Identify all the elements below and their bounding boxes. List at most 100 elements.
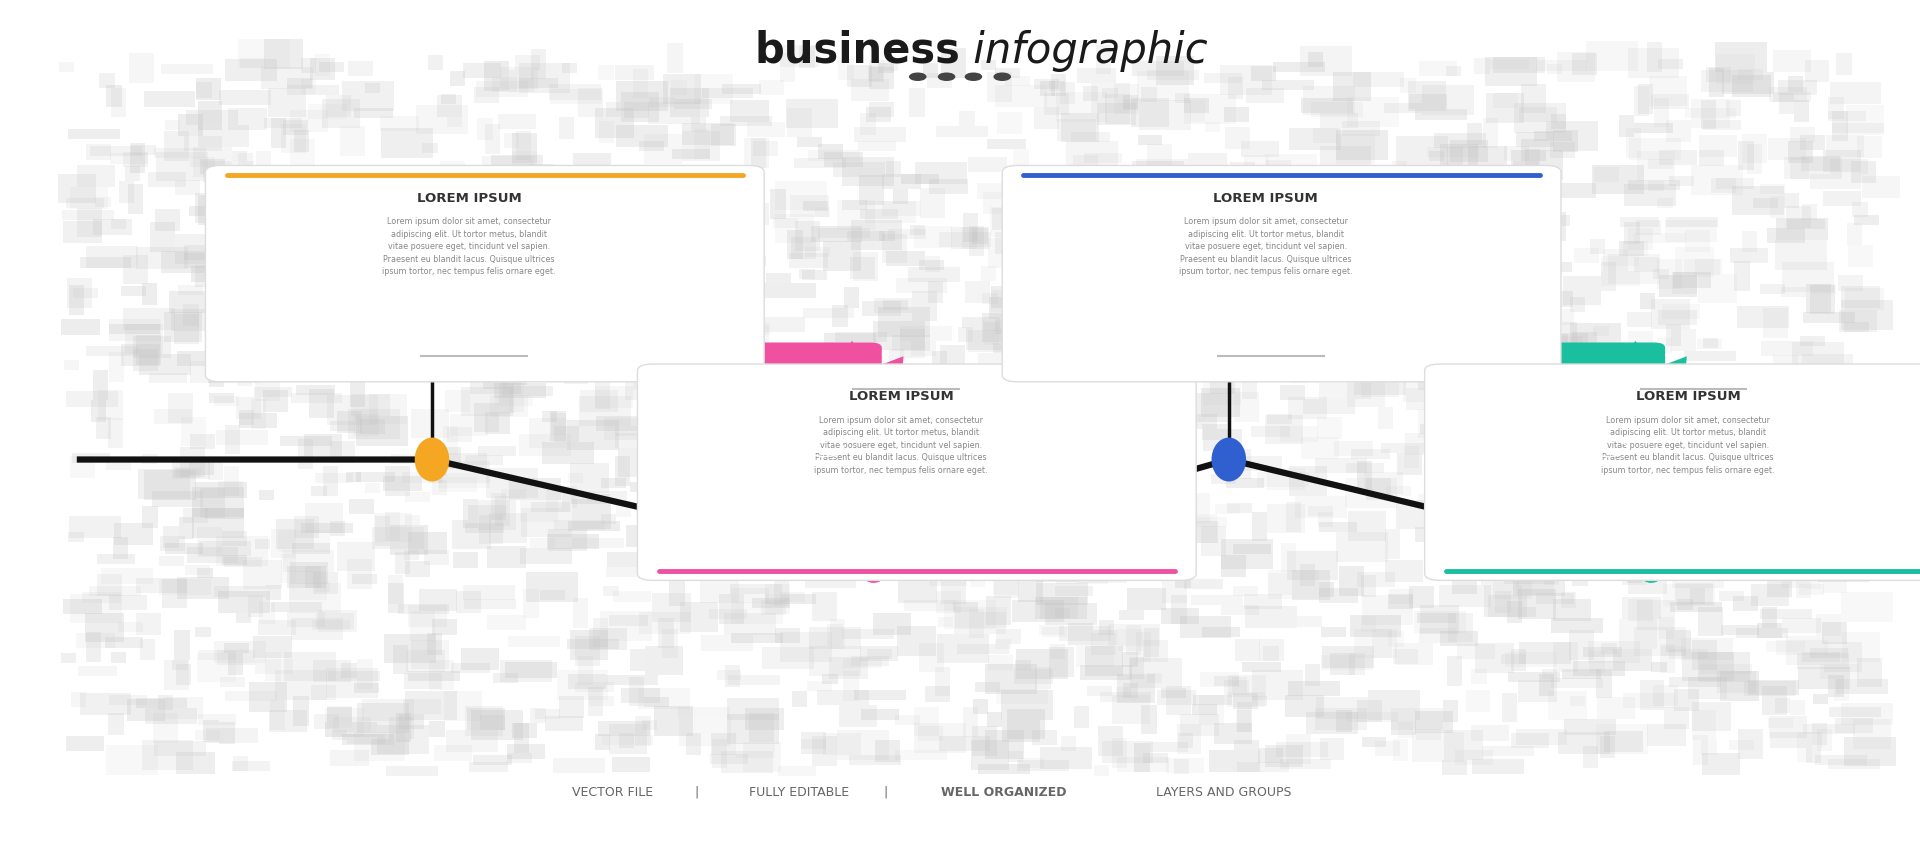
FancyBboxPatch shape [465,283,503,305]
FancyBboxPatch shape [1267,571,1319,600]
FancyBboxPatch shape [597,254,649,269]
FancyBboxPatch shape [482,157,534,167]
FancyBboxPatch shape [601,479,626,489]
FancyBboxPatch shape [326,396,378,425]
FancyBboxPatch shape [1521,542,1536,552]
FancyBboxPatch shape [1236,702,1252,732]
FancyBboxPatch shape [1841,703,1893,725]
FancyBboxPatch shape [1551,679,1603,689]
FancyBboxPatch shape [666,476,691,486]
Text: Lorem ipsum dolor sit amet, consectetur
adipiscing elit. Ut tortor metus, blandi: Lorem ipsum dolor sit amet, consectetur … [1601,415,1774,474]
FancyBboxPatch shape [1396,138,1448,167]
FancyBboxPatch shape [294,696,309,726]
FancyBboxPatch shape [682,132,720,161]
FancyBboxPatch shape [1795,497,1811,512]
FancyBboxPatch shape [1054,259,1069,269]
FancyBboxPatch shape [184,246,223,261]
FancyBboxPatch shape [1350,615,1402,637]
FancyBboxPatch shape [1421,309,1459,331]
FancyBboxPatch shape [716,670,741,680]
FancyBboxPatch shape [1137,214,1162,244]
FancyBboxPatch shape [849,444,864,466]
FancyBboxPatch shape [695,392,720,421]
FancyBboxPatch shape [142,284,157,306]
FancyBboxPatch shape [1094,766,1110,776]
FancyBboxPatch shape [253,636,292,658]
FancyBboxPatch shape [228,109,267,131]
FancyBboxPatch shape [1213,676,1238,686]
FancyBboxPatch shape [1071,133,1110,143]
FancyBboxPatch shape [1012,601,1064,623]
FancyBboxPatch shape [925,533,964,555]
FancyBboxPatch shape [1037,437,1052,452]
FancyBboxPatch shape [676,274,714,289]
FancyBboxPatch shape [1720,625,1759,636]
FancyBboxPatch shape [1834,679,1849,701]
FancyBboxPatch shape [453,553,478,568]
FancyBboxPatch shape [1146,674,1162,684]
FancyBboxPatch shape [691,456,743,485]
FancyBboxPatch shape [1563,669,1601,679]
FancyBboxPatch shape [718,423,770,445]
FancyBboxPatch shape [1417,613,1455,623]
FancyBboxPatch shape [154,741,205,756]
FancyBboxPatch shape [1361,376,1400,398]
FancyBboxPatch shape [1313,219,1352,229]
FancyBboxPatch shape [1549,333,1588,363]
FancyBboxPatch shape [157,695,173,710]
FancyBboxPatch shape [612,592,651,602]
FancyBboxPatch shape [1795,502,1811,512]
FancyBboxPatch shape [1816,614,1841,636]
FancyBboxPatch shape [1653,684,1678,706]
FancyBboxPatch shape [1626,573,1642,583]
FancyBboxPatch shape [1820,664,1859,679]
FancyBboxPatch shape [1772,92,1811,102]
FancyBboxPatch shape [109,695,148,705]
FancyBboxPatch shape [726,392,764,407]
FancyBboxPatch shape [190,461,215,476]
FancyBboxPatch shape [1361,617,1377,632]
FancyBboxPatch shape [876,566,891,576]
FancyBboxPatch shape [196,627,211,637]
FancyBboxPatch shape [1352,450,1390,460]
FancyBboxPatch shape [238,40,290,69]
FancyBboxPatch shape [941,346,966,376]
FancyBboxPatch shape [83,592,121,603]
FancyBboxPatch shape [841,629,893,639]
FancyBboxPatch shape [860,376,876,405]
FancyBboxPatch shape [1409,587,1434,609]
FancyBboxPatch shape [1659,276,1697,298]
FancyBboxPatch shape [292,544,330,554]
FancyBboxPatch shape [1175,517,1227,528]
FancyBboxPatch shape [209,182,225,192]
FancyBboxPatch shape [1789,700,1805,715]
FancyBboxPatch shape [912,292,937,322]
FancyBboxPatch shape [795,222,820,252]
FancyBboxPatch shape [175,235,227,265]
FancyBboxPatch shape [1244,155,1269,185]
FancyBboxPatch shape [503,176,518,205]
FancyBboxPatch shape [1288,398,1327,419]
FancyBboxPatch shape [639,612,691,634]
FancyBboxPatch shape [730,423,768,438]
FancyBboxPatch shape [1112,738,1127,768]
FancyBboxPatch shape [472,755,511,765]
FancyBboxPatch shape [528,419,566,448]
FancyBboxPatch shape [1448,614,1473,643]
FancyBboxPatch shape [643,135,682,165]
FancyBboxPatch shape [67,279,92,308]
Circle shape [966,74,981,81]
FancyBboxPatch shape [776,628,801,643]
FancyBboxPatch shape [1185,95,1236,125]
FancyBboxPatch shape [1185,579,1223,589]
FancyBboxPatch shape [1803,205,1818,220]
FancyBboxPatch shape [1064,534,1116,544]
FancyBboxPatch shape [1770,378,1809,388]
FancyBboxPatch shape [874,614,912,636]
FancyBboxPatch shape [1292,571,1331,600]
FancyBboxPatch shape [182,305,198,327]
FancyBboxPatch shape [1799,136,1824,151]
FancyBboxPatch shape [1444,730,1482,760]
FancyBboxPatch shape [1060,83,1075,105]
FancyBboxPatch shape [1515,423,1540,433]
